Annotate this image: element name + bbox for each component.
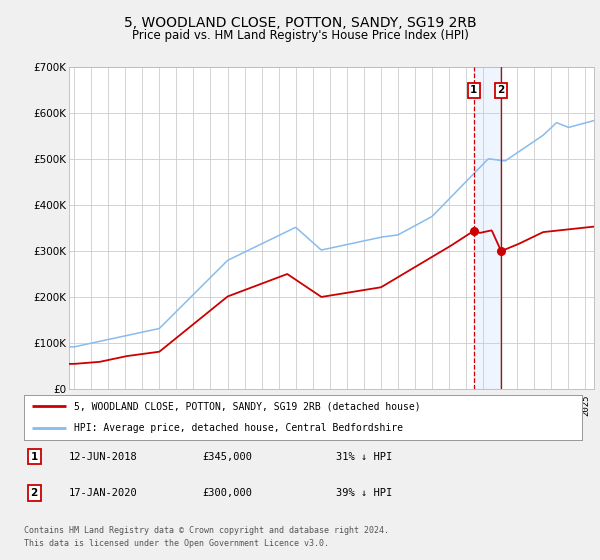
- Text: £345,000: £345,000: [203, 451, 253, 461]
- Bar: [474, 67, 501, 389]
- Text: Contains HM Land Registry data © Crown copyright and database right 2024.: Contains HM Land Registry data © Crown c…: [24, 526, 389, 535]
- Text: 17-JAN-2020: 17-JAN-2020: [68, 488, 137, 498]
- Text: 5, WOODLAND CLOSE, POTTON, SANDY, SG19 2RB (detached house): 5, WOODLAND CLOSE, POTTON, SANDY, SG19 2…: [74, 402, 421, 412]
- Text: 2: 2: [497, 85, 505, 95]
- Text: 5, WOODLAND CLOSE, POTTON, SANDY, SG19 2RB: 5, WOODLAND CLOSE, POTTON, SANDY, SG19 2…: [124, 16, 476, 30]
- Text: 1: 1: [470, 85, 478, 95]
- Text: £300,000: £300,000: [203, 488, 253, 498]
- Text: 12-JUN-2018: 12-JUN-2018: [68, 451, 137, 461]
- Text: 39% ↓ HPI: 39% ↓ HPI: [337, 488, 393, 498]
- Text: This data is licensed under the Open Government Licence v3.0.: This data is licensed under the Open Gov…: [24, 539, 329, 548]
- Text: 31% ↓ HPI: 31% ↓ HPI: [337, 451, 393, 461]
- Text: Price paid vs. HM Land Registry's House Price Index (HPI): Price paid vs. HM Land Registry's House …: [131, 29, 469, 42]
- Text: HPI: Average price, detached house, Central Bedfordshire: HPI: Average price, detached house, Cent…: [74, 423, 403, 433]
- Text: 2: 2: [31, 488, 38, 498]
- Text: 1: 1: [31, 451, 38, 461]
